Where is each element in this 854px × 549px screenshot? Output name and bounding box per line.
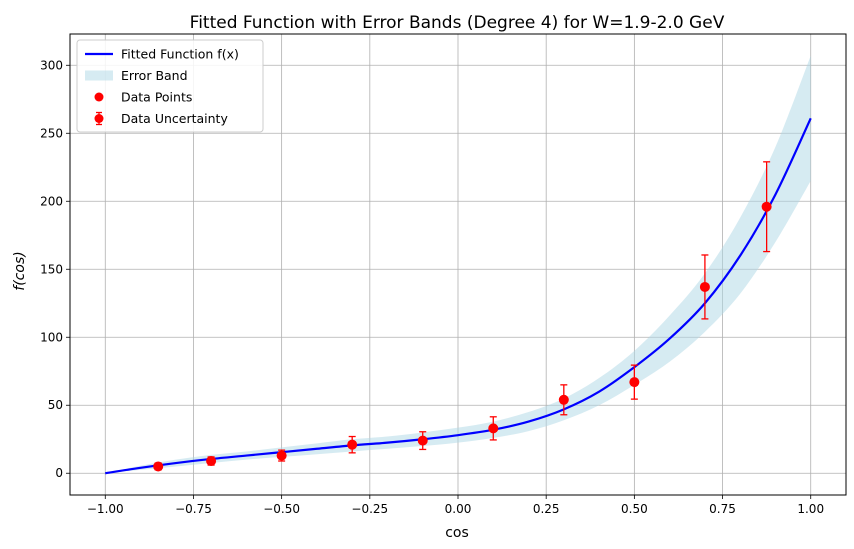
x-tick-label: −0.75: [175, 502, 212, 516]
data-points-layer: [153, 161, 772, 472]
legend-points-swatch: [94, 92, 104, 102]
data-point: [153, 461, 164, 472]
data-point: [347, 435, 358, 454]
data-point: [629, 364, 640, 400]
x-axis-title: cos: [445, 525, 469, 541]
data-point: [417, 431, 428, 451]
x-tick-label: 0.75: [709, 502, 736, 516]
y-tick-label: 0: [55, 466, 63, 480]
x-tick-label: 0.00: [445, 502, 472, 516]
data-marker: [153, 461, 164, 472]
x-tick-label: −0.50: [263, 502, 300, 516]
legend: Fitted Function f(x) Error Band Data Point…: [76, 39, 264, 133]
y-tick-label: 200: [40, 194, 63, 208]
y-tick-label: 100: [40, 330, 63, 344]
data-point: [276, 449, 287, 462]
data-marker: [347, 439, 358, 450]
data-marker: [488, 423, 499, 434]
y-tick-label: 50: [48, 398, 63, 412]
data-marker: [629, 377, 640, 388]
x-axis: −1.00 −0.75 −0.50 −0.25 0.00 0.25 0.50 0.75 1.00: [87, 495, 824, 516]
legend-label: Data Uncertainty: [121, 111, 228, 126]
chart-title: Fitted Function with Error Bands (Degree…: [190, 13, 725, 33]
data-point: [699, 254, 710, 320]
x-tick-label: −0.25: [351, 502, 388, 516]
legend-label: Error Band: [121, 68, 188, 83]
legend-box: [76, 39, 264, 133]
y-tick-label: 300: [40, 58, 63, 72]
x-tick-label: 0.50: [621, 502, 648, 516]
data-marker: [558, 394, 569, 405]
legend-label: Fitted Function f(x): [121, 47, 239, 62]
x-tick-label: 1.00: [797, 502, 824, 516]
data-point: [558, 384, 569, 416]
y-tick-label: 250: [40, 126, 63, 140]
data-marker: [761, 201, 772, 212]
y-axis: 0 50 100 150 200 250 300: [40, 58, 70, 480]
data-point: [206, 456, 217, 467]
x-tick-label: −1.00: [87, 502, 124, 516]
y-axis-title-text: f(cos): [12, 251, 28, 290]
data-point: [761, 161, 772, 253]
data-marker: [206, 456, 217, 467]
data-marker: [276, 450, 287, 461]
legend-band-swatch: [85, 70, 113, 81]
x-tick-label: 0.25: [533, 502, 560, 516]
data-marker: [417, 435, 428, 446]
legend-label: Data Points: [121, 90, 192, 105]
y-tick-label: 150: [40, 262, 63, 276]
y-axis-title: f(cos): [12, 251, 28, 290]
legend-errorbar-marker: [94, 114, 104, 123]
data-point: [488, 416, 499, 441]
data-marker: [699, 281, 710, 292]
